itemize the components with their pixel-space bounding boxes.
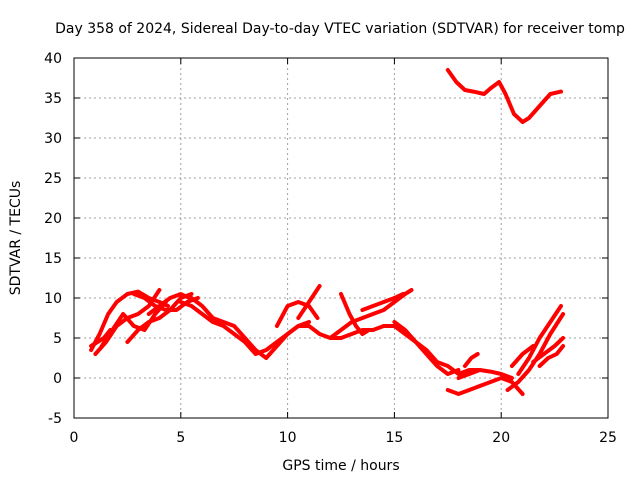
- x-axis-label: GPS time / hours: [282, 458, 399, 474]
- series-line-track-24: [537, 344, 566, 368]
- y-tick-label: 30: [44, 131, 62, 147]
- series-line-track-15: [360, 292, 405, 312]
- y-tick-label: 20: [44, 211, 62, 227]
- axis-ticks: [73, 57, 609, 419]
- series-line-track-1: [445, 68, 563, 124]
- chart-title: Day 358 of 2024, Sidereal Day-to-day VTE…: [55, 21, 625, 37]
- x-tick-label: 20: [492, 430, 510, 446]
- series-line-track-5: [125, 292, 194, 344]
- data-series: [89, 68, 566, 396]
- series-line-track-11: [274, 300, 320, 328]
- series-line-track-7: [131, 292, 200, 312]
- y-tick-label: 5: [53, 331, 62, 347]
- series-line-track-12: [296, 284, 322, 320]
- series-line-track-17: [445, 376, 525, 396]
- series-line-track-16: [392, 320, 482, 376]
- y-axis-label: SDTVAR / TECUs: [8, 181, 24, 296]
- series-line-track-19: [462, 352, 480, 368]
- x-tick-label: 0: [70, 430, 79, 446]
- series-line-track-6: [146, 292, 192, 316]
- y-tick-label: 35: [44, 91, 62, 107]
- plot-frame: [73, 57, 609, 419]
- y-tick-label: 15: [44, 251, 62, 267]
- x-tick-label: 15: [385, 430, 403, 446]
- series-line-track-21: [516, 304, 563, 376]
- y-tick-label: 0: [53, 371, 62, 387]
- x-tick-label: 25: [599, 430, 617, 446]
- y-tick-label: -5: [48, 411, 62, 427]
- y-tick-label: 40: [44, 51, 62, 67]
- series-line-track-22: [509, 344, 536, 368]
- series-line-track-23: [531, 336, 566, 364]
- y-tick-label: 10: [44, 291, 62, 307]
- series-line-track-2: [89, 289, 170, 352]
- x-tick-labels: 0 5 10 15 20 25: [70, 430, 617, 446]
- x-tick-label: 5: [176, 430, 185, 446]
- series-line-track-14: [339, 292, 371, 336]
- series-line-track-10: [189, 296, 311, 360]
- series-line-track-8: [89, 328, 113, 348]
- series-line-track-18: [456, 368, 514, 380]
- x-tick-label: 10: [279, 430, 297, 446]
- y-tick-label: 25: [44, 171, 62, 187]
- y-tick-labels: -5 0 5 10 15 20 25 30 35 40: [44, 51, 62, 427]
- series-line-track-4: [99, 300, 168, 348]
